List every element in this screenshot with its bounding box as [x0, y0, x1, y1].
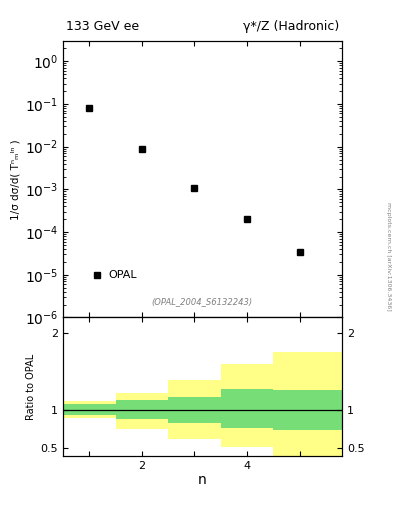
Text: 133 GeV ee: 133 GeV ee: [66, 19, 139, 33]
X-axis label: n: n: [198, 473, 207, 487]
Text: mcplots.cern.ch [arXiv:1306.3436]: mcplots.cern.ch [arXiv:1306.3436]: [386, 202, 391, 310]
Y-axis label: Ratio to OPAL: Ratio to OPAL: [26, 353, 36, 420]
Text: OPAL: OPAL: [109, 270, 137, 280]
Text: γ*/Z (Hadronic): γ*/Z (Hadronic): [243, 19, 339, 33]
Y-axis label: 1/σ dσ/d( Tⁿₘᴵⁿ ): 1/σ dσ/d( Tⁿₘᴵⁿ ): [10, 139, 20, 220]
Text: (OPAL_2004_S6132243): (OPAL_2004_S6132243): [152, 297, 253, 306]
